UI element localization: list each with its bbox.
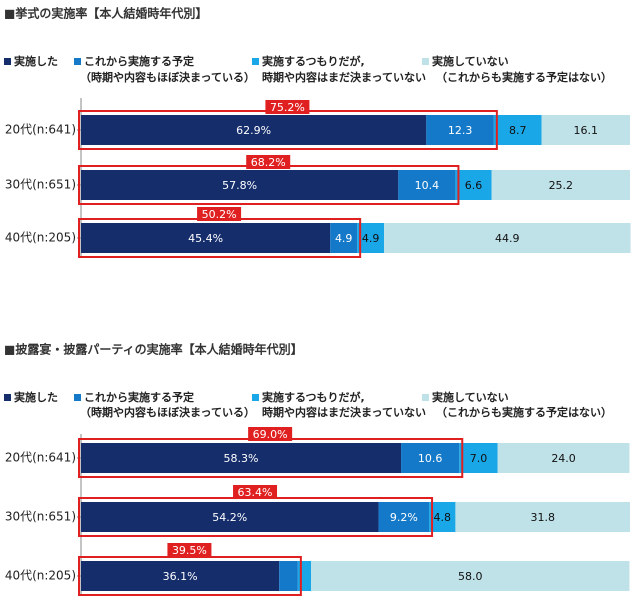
highlight-label-bg-0-0 xyxy=(265,100,310,114)
bar-segment-1-1-2 xyxy=(429,502,456,532)
category-label-0-0: 20代(n:641) xyxy=(5,123,76,137)
highlight-label-1-2: 39.5% xyxy=(172,544,207,557)
bar-segment-0-2-3 xyxy=(384,223,631,253)
legend-label-0-0: 実施した xyxy=(14,54,58,68)
legend-label-0-3: 実施していない xyxy=(432,54,509,68)
legend-sublabel-1-2: 時期や内容はまだ決まっていない xyxy=(262,405,426,419)
data-label-1-0-2: 7.0 xyxy=(470,452,488,465)
legend-label-1-2: 実施するつもりだが, xyxy=(262,390,365,404)
highlight-label-1-0: 69.0% xyxy=(253,428,288,441)
legend-sublabel-1-3: （これからも実施する予定はない） xyxy=(436,405,612,419)
bar-segment-0-1-0 xyxy=(81,170,399,200)
data-label-1-2-0: 36.1% xyxy=(163,570,198,583)
category-label-1-2: 40代(n:205) xyxy=(5,569,76,583)
data-label-0-1-2: 6.6 xyxy=(465,179,483,192)
highlight-label-bg-0-2 xyxy=(197,207,242,221)
legend-swatch-1-0 xyxy=(4,394,11,401)
legend-sublabel-1-1: （時期や内容もほぼ決まっている） xyxy=(80,405,255,419)
highlight-label-bg-1-0 xyxy=(248,427,293,441)
bar-segment-1-2-1 xyxy=(279,561,298,591)
bar-segment-0-1-2 xyxy=(455,170,492,200)
bar-segment-1-1-3 xyxy=(455,502,630,532)
highlight-label-0-1: 68.2% xyxy=(251,156,286,169)
legend-sublabel-0-1: （時期や内容もほぼ決まっている） xyxy=(80,70,255,84)
bar-segment-0-0-1 xyxy=(426,115,494,145)
highlight-label-1-1: 63.4% xyxy=(238,486,273,499)
highlight-label-bg-1-2 xyxy=(167,543,212,557)
data-label-0-0-2: 8.7 xyxy=(509,124,527,137)
data-label-1-1-2: 4.8 xyxy=(433,511,451,524)
bar-segment-0-0-0 xyxy=(81,115,427,145)
data-label-1-0-3: 24.0 xyxy=(551,452,576,465)
bar-segment-0-0-3 xyxy=(541,115,630,145)
data-label-0-2-3: 44.9 xyxy=(495,232,520,245)
legend-swatch-1-3 xyxy=(422,394,429,401)
data-label-0-2-0: 45.4% xyxy=(188,232,223,245)
bar-segment-1-2-2 xyxy=(297,561,312,591)
data-label-1-1-1: 9.2% xyxy=(390,511,418,524)
bar-segment-1-0-0 xyxy=(81,443,402,473)
legend-label-1-3: 実施していない xyxy=(432,390,509,404)
data-label-0-0-0: 62.9% xyxy=(236,124,271,137)
data-label-1-2-3: 58.0 xyxy=(458,570,483,583)
legend-label-0-1: これから実施する予定 xyxy=(84,54,194,68)
legend-label-0-2: 実施するつもりだが, xyxy=(262,54,365,68)
legend-label-1-0: 実施した xyxy=(14,390,58,404)
legend-swatch-0-3 xyxy=(422,58,429,65)
legend-swatch-0-1 xyxy=(74,58,81,65)
bar-segment-1-1-1 xyxy=(378,502,430,532)
bar-segment-0-2-1 xyxy=(330,223,358,253)
data-label-0-2-1: 4.9 xyxy=(335,232,353,245)
category-label-0-2: 40代(n:205) xyxy=(5,231,76,245)
data-label-0-0-1: 12.3 xyxy=(448,124,473,137)
bar-segment-0-1-1 xyxy=(398,170,456,200)
data-label-0-1-0: 57.8% xyxy=(222,179,257,192)
chart-title-1: ■披露宴・披露パーティの実施率【本人結婚時年代別】 xyxy=(4,342,303,357)
data-label-0-0-3: 16.1 xyxy=(574,124,599,137)
data-label-1-1-0: 54.2% xyxy=(212,511,247,524)
category-label-0-1: 30代(n:651) xyxy=(5,178,76,192)
bar-segment-1-2-0 xyxy=(81,561,280,591)
data-label-1-0-1: 10.6 xyxy=(418,452,443,465)
highlight-label-0-2: 50.2% xyxy=(202,208,237,221)
legend-swatch-0-2 xyxy=(252,58,259,65)
legend-sublabel-0-3: （これからも実施する予定はない） xyxy=(436,70,612,84)
legend-sublabel-0-2: 時期や内容はまだ決まっていない xyxy=(262,70,426,84)
bar-segment-0-1-3 xyxy=(491,170,630,200)
legend-label-1-1: これから実施する予定 xyxy=(84,390,194,404)
bar-segment-1-0-3 xyxy=(497,443,630,473)
data-label-0-1-1: 10.4 xyxy=(415,179,440,192)
legend-swatch-0-0 xyxy=(4,58,11,65)
legend-swatch-1-2 xyxy=(252,394,259,401)
chart-title-0: ■挙式の実施率【本人結婚時年代別】 xyxy=(4,6,207,21)
bar-segment-1-1-0 xyxy=(81,502,379,532)
bar-segment-1-2-3 xyxy=(311,561,630,591)
data-label-0-1-3: 25.2 xyxy=(549,179,574,192)
highlight-label-0-0: 75.2% xyxy=(270,101,305,114)
legend-swatch-1-1 xyxy=(74,394,81,401)
bar-segment-1-0-1 xyxy=(401,443,460,473)
category-label-1-0: 20代(n:641) xyxy=(5,451,76,465)
data-label-0-2-2: 4.9 xyxy=(362,232,380,245)
category-label-1-1: 30代(n:651) xyxy=(5,510,76,524)
data-label-1-0-0: 58.3% xyxy=(224,452,259,465)
highlight-label-bg-0-1 xyxy=(246,155,291,169)
highlight-label-bg-1-1 xyxy=(233,485,278,499)
bar-segment-1-0-2 xyxy=(459,443,498,473)
bar-segment-0-0-2 xyxy=(493,115,542,145)
data-label-1-1-3: 31.8 xyxy=(530,511,555,524)
bar-segment-0-2-2 xyxy=(357,223,385,253)
bar-segment-0-2-0 xyxy=(81,223,331,253)
